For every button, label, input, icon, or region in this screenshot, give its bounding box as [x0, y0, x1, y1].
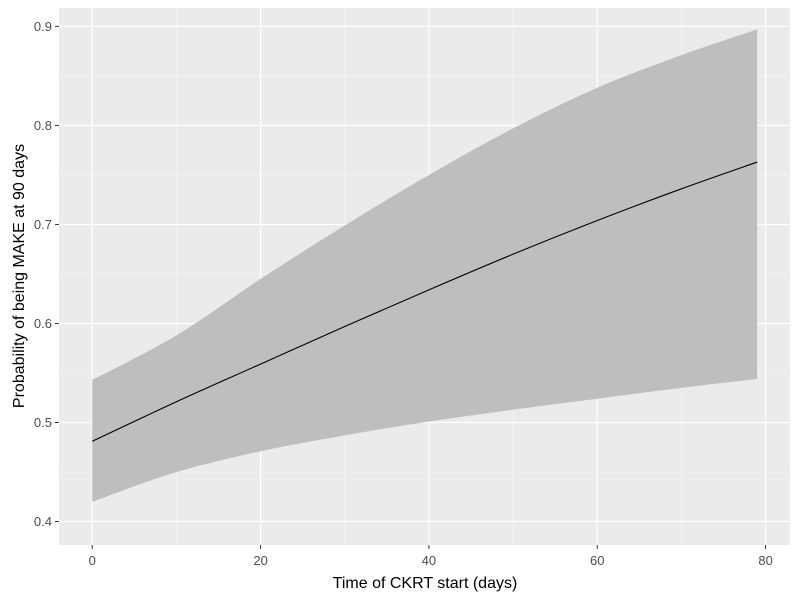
y-tick-label: 0.6 [34, 316, 52, 331]
x-axis-title: Time of CKRT start (days) [333, 575, 518, 592]
y-tick-label: 0.8 [34, 118, 52, 133]
y-axis-ticks: 0.4 0.5 0.6 0.7 0.8 0.9 [34, 19, 59, 529]
y-tick-label: 0.7 [34, 217, 52, 232]
y-tick-label: 0.5 [34, 415, 52, 430]
x-tick-label: 60 [590, 553, 604, 568]
x-tick-label: 0 [89, 553, 96, 568]
x-axis-ticks: 0 20 40 60 80 [89, 545, 773, 568]
x-tick-label: 40 [422, 553, 436, 568]
x-tick-label: 80 [758, 553, 772, 568]
x-tick-label: 20 [253, 553, 267, 568]
y-axis-title: Probability of being MAKE at 90 days [11, 144, 28, 408]
confidence-ribbon [92, 29, 758, 502]
series-line [92, 161, 758, 442]
y-tick-label: 0.4 [34, 514, 52, 529]
y-tick-label: 0.9 [34, 19, 52, 34]
